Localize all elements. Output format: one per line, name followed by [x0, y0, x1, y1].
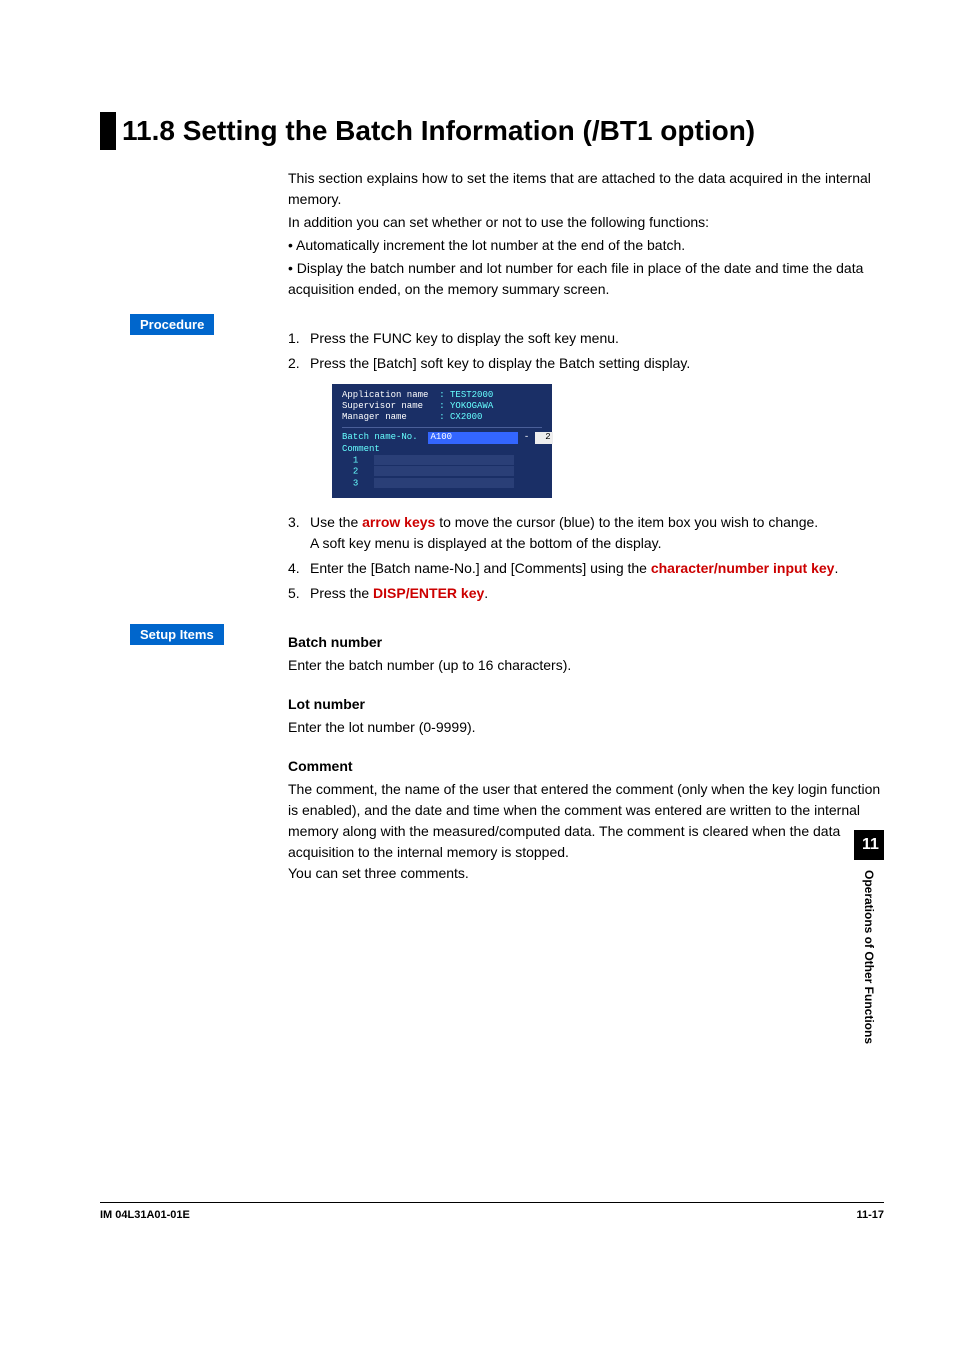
- intro-bullet: Display the batch number and lot number …: [288, 258, 884, 300]
- comment-3-field[interactable]: [374, 478, 514, 488]
- step-4: Enter the [Batch name-No.] and [Comments…: [288, 558, 884, 579]
- section-heading: 11.8 Setting the Batch Information (/BT1…: [100, 112, 884, 150]
- lot-number-field[interactable]: 2: [535, 432, 553, 443]
- chapter-side-tab: 11 Operations of Other Functions: [854, 830, 884, 1044]
- step-2: Press the [Batch] soft key to display th…: [288, 353, 884, 498]
- comment-1-field[interactable]: [374, 455, 514, 465]
- char-input-key-ref: character/number input key: [651, 560, 835, 576]
- setup-items-label: Setup Items: [130, 624, 224, 645]
- page-footer: IM 04L31A01-01E 11-17: [100, 1202, 884, 1221]
- batch-number-text: Enter the batch number (up to 16 charact…: [288, 655, 884, 676]
- comment-text-2: You can set three comments.: [288, 863, 884, 884]
- lot-number-text: Enter the lot number (0-9999).: [288, 717, 884, 738]
- footer-doc-id: IM 04L31A01-01E: [100, 1209, 190, 1221]
- intro-bullet: Automatically increment the lot number a…: [288, 235, 884, 256]
- disp-enter-key-ref: DISP/ENTER key: [373, 585, 484, 601]
- step-1: Press the FUNC key to display the soft k…: [288, 328, 884, 349]
- heading-title: Setting the Batch Information (/BT1 opti…: [183, 115, 755, 146]
- batch-number-heading: Batch number: [288, 632, 884, 653]
- intro-p2: In addition you can set whether or not t…: [288, 212, 884, 233]
- comment-text-1: The comment, the name of the user that e…: [288, 779, 884, 863]
- intro-block: This section explains how to set the ite…: [288, 168, 884, 300]
- procedure-steps: Press the FUNC key to display the soft k…: [288, 328, 884, 604]
- comment-2-field[interactable]: [374, 466, 514, 476]
- side-tab-text: Operations of Other Functions: [862, 870, 876, 1044]
- footer-page-number: 11-17: [856, 1209, 884, 1221]
- heading-mark: [100, 112, 116, 150]
- lot-number-heading: Lot number: [288, 694, 884, 715]
- intro-p1: This section explains how to set the ite…: [288, 168, 884, 210]
- step-5: Press the DISP/ENTER key.: [288, 583, 884, 604]
- arrow-keys-ref: arrow keys: [362, 514, 435, 530]
- heading-text: 11.8 Setting the Batch Information (/BT1…: [122, 112, 755, 150]
- step-3: Use the arrow keys to move the cursor (b…: [288, 512, 884, 554]
- heading-number: 11.8: [122, 115, 175, 146]
- batch-name-field[interactable]: A100: [428, 432, 518, 443]
- comment-heading: Comment: [288, 756, 884, 777]
- procedure-label: Procedure: [130, 314, 214, 335]
- side-tab-number: 11: [854, 830, 884, 860]
- batch-display-screenshot: Application name : TEST2000 Supervisor n…: [332, 384, 552, 498]
